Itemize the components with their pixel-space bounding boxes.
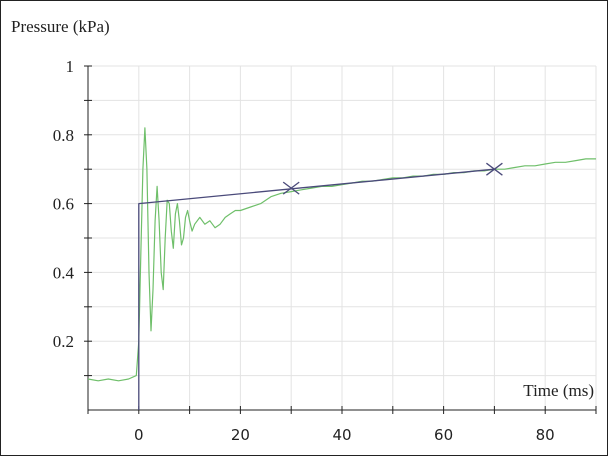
x-tick-label: 20 xyxy=(231,426,250,444)
x-tick-label: 0 xyxy=(134,426,144,444)
y-tick-label: 0.6 xyxy=(53,195,74,214)
y-tick-label: 0.8 xyxy=(53,126,74,145)
x-marker xyxy=(282,181,300,195)
y-tick-label: 0.4 xyxy=(53,263,75,282)
x-marker xyxy=(486,162,503,176)
x-tick-label: 40 xyxy=(332,426,351,444)
x-marker-stroke xyxy=(486,162,503,176)
x-marker-stroke xyxy=(282,181,300,195)
y-axis-label: Pressure (kPa) xyxy=(11,17,110,36)
series-group xyxy=(87,127,596,410)
y-tick-label: 0.2 xyxy=(53,332,74,351)
y-tick-label: 1 xyxy=(66,57,75,76)
x-tick-label: 60 xyxy=(434,426,453,444)
grid xyxy=(87,65,597,410)
x-axis-label: Time (ms) xyxy=(523,381,594,400)
marker-group xyxy=(282,162,503,195)
tick-labels: 0 20 40 60 80 0.2 0.4 0.6 0.8 1 xyxy=(53,57,555,444)
series-line-model xyxy=(138,168,495,410)
axes xyxy=(84,65,597,414)
x-tick-label: 80 xyxy=(536,426,555,444)
